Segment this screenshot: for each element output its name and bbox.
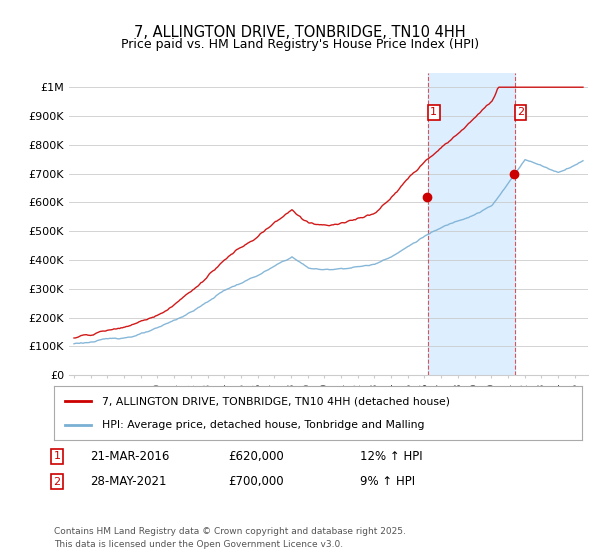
Text: 21-MAR-2016: 21-MAR-2016 <box>90 450 169 463</box>
Text: 12% ↑ HPI: 12% ↑ HPI <box>360 450 422 463</box>
Text: £620,000: £620,000 <box>228 450 284 463</box>
Text: £700,000: £700,000 <box>228 475 284 488</box>
Text: Price paid vs. HM Land Registry's House Price Index (HPI): Price paid vs. HM Land Registry's House … <box>121 38 479 51</box>
Text: 2: 2 <box>517 108 524 118</box>
Text: Contains HM Land Registry data © Crown copyright and database right 2025.
This d: Contains HM Land Registry data © Crown c… <box>54 528 406 549</box>
Text: 28-MAY-2021: 28-MAY-2021 <box>90 475 167 488</box>
Bar <box>428 73 515 375</box>
Text: 2: 2 <box>53 477 61 487</box>
Text: 7, ALLINGTON DRIVE, TONBRIDGE, TN10 4HH: 7, ALLINGTON DRIVE, TONBRIDGE, TN10 4HH <box>134 25 466 40</box>
Text: HPI: Average price, detached house, Tonbridge and Malling: HPI: Average price, detached house, Tonb… <box>101 419 424 430</box>
Text: 1: 1 <box>430 108 437 118</box>
Text: 1: 1 <box>53 451 61 461</box>
Text: 7, ALLINGTON DRIVE, TONBRIDGE, TN10 4HH (detached house): 7, ALLINGTON DRIVE, TONBRIDGE, TN10 4HH … <box>101 396 449 407</box>
Text: 9% ↑ HPI: 9% ↑ HPI <box>360 475 415 488</box>
